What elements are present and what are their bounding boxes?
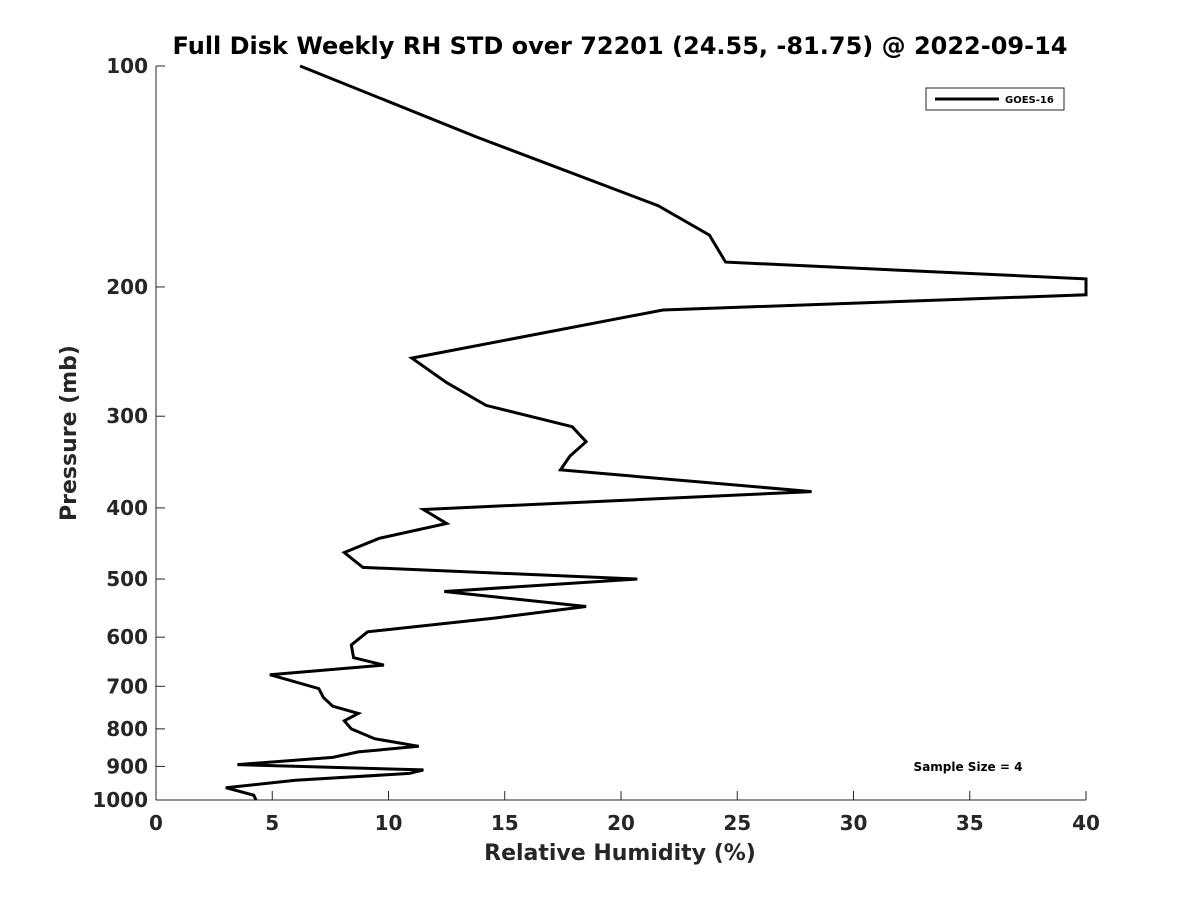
y-tick-label: 300 xyxy=(106,404,148,428)
y-tick-label: 200 xyxy=(106,275,148,299)
y-tick-label: 400 xyxy=(106,496,148,520)
y-tick-label: 100 xyxy=(106,54,148,78)
x-tick-label: 30 xyxy=(840,811,868,835)
plot-axes xyxy=(155,66,1086,801)
chart-title: Full Disk Weekly RH STD over 72201 (24.5… xyxy=(173,32,1068,60)
x-tick-label: 35 xyxy=(956,811,984,835)
x-tick-label: 40 xyxy=(1072,811,1100,835)
y-tick-label: 800 xyxy=(106,717,148,741)
x-tick-label: 0 xyxy=(149,811,163,835)
y-tick-label: 500 xyxy=(106,567,148,591)
x-axis-ticks: 0 5 10 15 20 25 30 35 40 xyxy=(149,791,1100,835)
y-axis-label: Pressure (mb) xyxy=(57,345,82,521)
x-axis-label: Relative Humidity (%) xyxy=(484,841,756,866)
x-tick-label: 15 xyxy=(491,811,519,835)
sample-size-annotation: Sample Size = 4 xyxy=(914,760,1023,774)
legend: GOES-16 xyxy=(925,87,1065,111)
x-tick-label: 25 xyxy=(723,811,751,835)
y-tick-label: 700 xyxy=(106,674,148,698)
series-line-goes-16 xyxy=(225,64,1088,801)
y-tick-label: 1000 xyxy=(92,788,148,812)
x-tick-label: 5 xyxy=(265,811,279,835)
x-tick-label: 10 xyxy=(375,811,403,835)
y-tick-label: 900 xyxy=(106,754,148,778)
y-axis-ticks: 100 200 300 400 500 600 700 800 900 1000 xyxy=(92,54,165,812)
x-tick-label: 20 xyxy=(607,811,635,835)
y-tick-label: 600 xyxy=(106,625,148,649)
legend-label-goes-16: GOES-16 xyxy=(1005,95,1054,106)
series-group xyxy=(225,64,1088,801)
